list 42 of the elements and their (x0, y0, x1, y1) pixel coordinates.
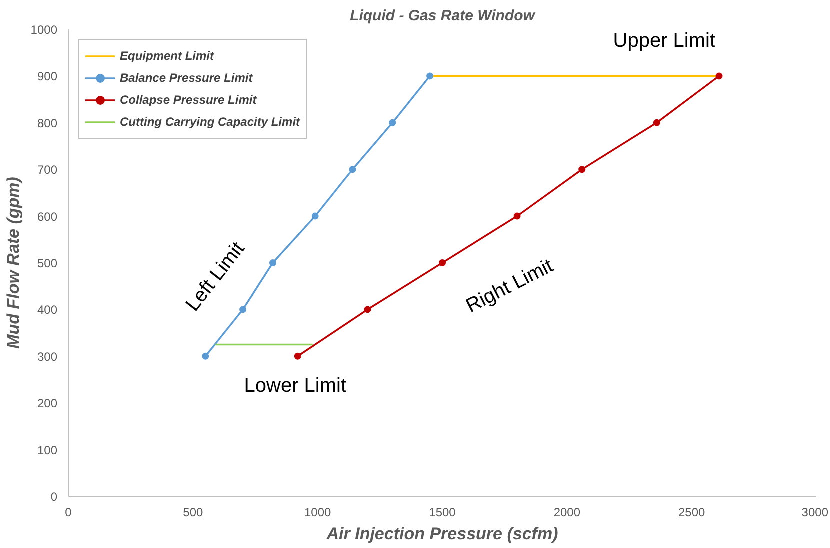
y-tick-label: 400 (37, 303, 58, 318)
y-tick-label: 500 (37, 256, 58, 270)
point (716, 72, 723, 80)
point (349, 166, 356, 174)
annotation: Lower Limit (244, 374, 347, 397)
x-tick-label: 1000 (304, 506, 332, 520)
point (389, 119, 396, 126)
x-tick-label: 0 (65, 506, 72, 520)
x-axis-title: Air Injection Pressure (scfm) (326, 524, 559, 544)
y-tick-label: 300 (37, 350, 58, 364)
y-tick-label: 1000 (30, 23, 58, 37)
x-tick-label: 2000 (554, 506, 581, 520)
point (269, 260, 276, 266)
x-tick-label: 1500 (429, 506, 456, 520)
y-tick-label: 900 (37, 70, 58, 84)
point (578, 166, 586, 174)
x-tick-label: 2500 (678, 506, 706, 520)
y-tick-label: 100 (37, 443, 58, 458)
y-tick-label: 800 (37, 116, 58, 130)
y-axis-title: Mud Flow Rate (gpm) (4, 176, 23, 349)
point (240, 306, 247, 314)
y-tick-label: 0 (50, 490, 58, 504)
y-tick-label: 200 (37, 396, 58, 411)
legend-label: Balance Pressure Limit (120, 70, 253, 87)
annotation: Upper Limit (613, 30, 716, 52)
point (364, 306, 372, 314)
x-tick-label: 500 (183, 506, 204, 520)
x-tick-label: 3000 (802, 506, 829, 520)
annotation: Right Limit (462, 254, 558, 318)
legend-label: Collapse Pressure Limit (120, 92, 257, 109)
chart-title: Liquid - Gas Rate Window (350, 8, 536, 24)
point (312, 212, 319, 220)
point (439, 260, 446, 266)
point (426, 72, 434, 80)
point (294, 352, 302, 360)
y-tick-label: 700 (37, 163, 58, 178)
legend-label: Cutting Carrying Capacity Limit (120, 114, 300, 131)
y-tick-label: 600 (37, 210, 58, 224)
point (514, 212, 521, 220)
legend-label: Equipment Limit (120, 48, 214, 65)
point (202, 352, 210, 360)
point (653, 119, 660, 126)
